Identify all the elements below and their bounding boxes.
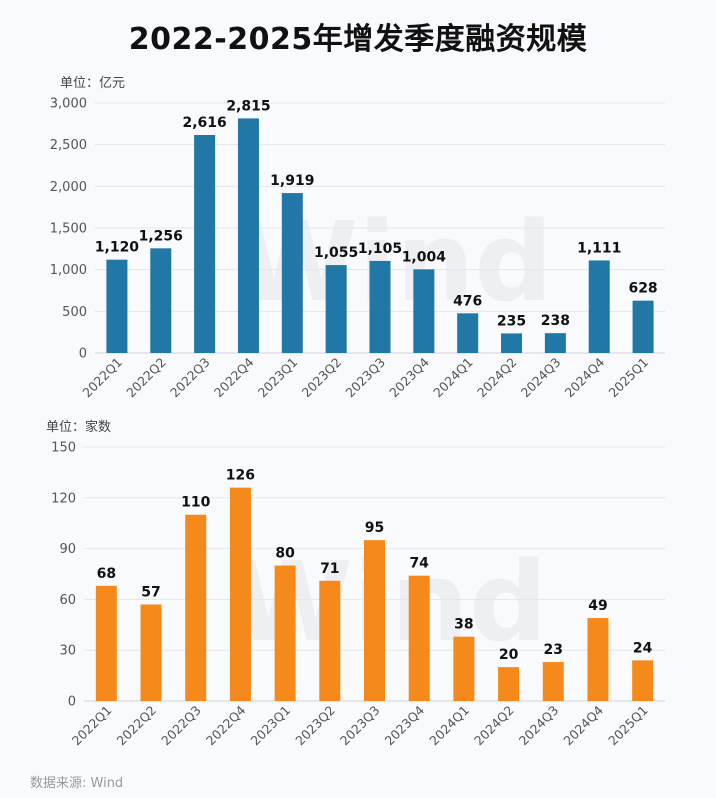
x-tick-label: 2024Q2	[474, 355, 520, 401]
y-tick-label: 30	[59, 644, 76, 659]
bar	[325, 265, 347, 353]
data-label: 1,105	[358, 241, 402, 257]
bar	[457, 313, 479, 353]
bar	[140, 604, 162, 701]
y-tick-label: 1,500	[50, 222, 87, 237]
data-label: 74	[409, 556, 429, 572]
bar	[185, 514, 207, 701]
x-tick-label: 2023Q2	[299, 355, 345, 401]
unit-label-amount: 单位：亿元	[60, 76, 126, 91]
y-tick-label: 60	[59, 593, 76, 608]
bar	[106, 259, 128, 353]
y-tick-label: 2,500	[50, 138, 87, 153]
bar	[237, 118, 259, 354]
x-tick-label: 2025Q1	[606, 355, 652, 401]
data-label: 1,919	[270, 173, 314, 189]
bar	[498, 667, 520, 701]
bar	[274, 565, 296, 701]
x-tick-label: 2024Q1	[426, 703, 472, 749]
bar	[369, 260, 391, 353]
x-tick-label: 2024Q4	[562, 354, 608, 400]
y-tick-label: 120	[51, 491, 76, 506]
bar	[413, 269, 435, 353]
bar	[95, 585, 117, 701]
x-tick-label: 2023Q4	[386, 354, 432, 400]
data-label: 2,815	[226, 98, 270, 114]
data-label: 238	[541, 313, 570, 329]
data-label: 1,120	[95, 240, 140, 256]
x-tick-label: 2023Q3	[342, 355, 388, 401]
x-tick-label: 2023Q2	[292, 703, 338, 749]
bar	[150, 248, 172, 353]
y-tick-label: 2,000	[50, 180, 87, 195]
x-tick-label: 2022Q3	[167, 355, 213, 401]
data-label: 68	[97, 566, 116, 582]
unit-label-count: 单位：家数	[46, 420, 112, 435]
data-label: 235	[497, 313, 526, 329]
data-label: 110	[181, 495, 210, 511]
bar	[501, 333, 523, 353]
bar	[632, 660, 654, 701]
bar	[632, 300, 654, 353]
data-label: 1,055	[314, 245, 358, 261]
data-label: 71	[320, 561, 339, 577]
x-tick-label: 2024Q1	[430, 355, 476, 401]
data-label: 80	[275, 546, 295, 562]
y-tick-label: 1,000	[50, 263, 87, 278]
data-label: 38	[454, 617, 473, 633]
x-tick-label: 2023Q3	[337, 703, 383, 749]
source-note: 数据来源: Wind	[30, 776, 124, 791]
x-tick-label: 2024Q2	[471, 703, 517, 749]
bar	[229, 487, 251, 701]
x-tick-label: 2023Q1	[255, 355, 301, 401]
y-tick-label: 0	[68, 695, 76, 710]
data-label: 1,004	[402, 249, 447, 265]
bar	[544, 333, 566, 353]
data-label: 49	[588, 598, 607, 614]
bar	[194, 135, 216, 353]
bar	[408, 575, 430, 701]
data-label: 24	[633, 640, 653, 656]
y-tick-label: 150	[51, 441, 76, 456]
bar	[542, 662, 564, 701]
bar	[588, 260, 610, 353]
x-tick-label: 2022Q3	[158, 703, 204, 749]
x-tick-label: 2023Q1	[248, 703, 294, 749]
data-label: 1,111	[577, 240, 621, 256]
data-label: 126	[226, 468, 255, 484]
y-tick-label: 0	[79, 347, 87, 362]
x-tick-label: 2024Q4	[560, 702, 606, 748]
data-label: 476	[453, 293, 482, 309]
data-label: 2,616	[182, 115, 226, 131]
x-tick-label: 2022Q2	[123, 355, 169, 401]
x-tick-label: 2024Q3	[518, 355, 564, 401]
chart-title: 2022-2025年增发季度融资规模	[128, 22, 588, 57]
x-tick-label: 2024Q3	[516, 703, 562, 749]
x-tick-label: 2022Q4	[211, 354, 257, 400]
bar	[453, 636, 475, 701]
bar	[281, 193, 303, 353]
bar	[587, 618, 609, 701]
x-tick-label: 2025Q1	[605, 703, 651, 749]
y-tick-label: 3,000	[50, 97, 87, 112]
data-label: 23	[544, 642, 563, 658]
y-tick-label: 90	[59, 542, 76, 557]
x-tick-label: 2022Q2	[113, 703, 159, 749]
bar	[319, 580, 341, 701]
bar	[364, 540, 385, 701]
x-tick-label: 2023Q4	[382, 702, 428, 748]
data-label: 57	[141, 584, 160, 600]
data-label: 628	[628, 281, 657, 297]
data-label: 20	[499, 647, 519, 663]
y-tick-label: 500	[62, 305, 87, 320]
data-label: 95	[365, 520, 384, 536]
x-tick-label: 2022Q4	[203, 702, 249, 748]
data-label: 1,256	[139, 228, 183, 244]
